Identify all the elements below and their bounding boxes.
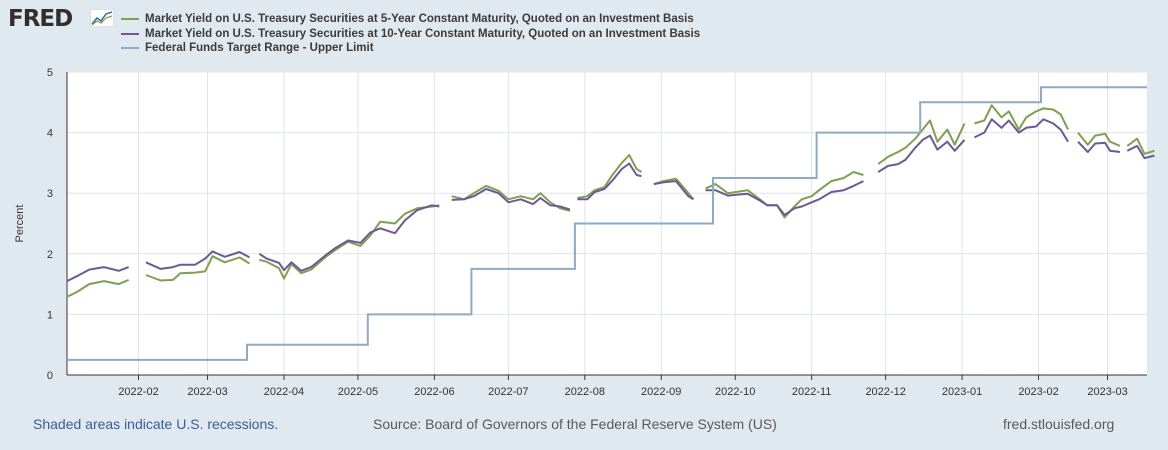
y-tick-label: 2: [47, 249, 53, 261]
x-tick-label: 2022-03: [187, 386, 227, 398]
legend-item-5yr[interactable]: Market Yield on U.S. Treasury Securities…: [121, 12, 700, 27]
y-axis: 0 1 2 3 4 5: [47, 67, 68, 382]
legend-item-fedfunds[interactable]: Federal Funds Target Range - Upper Limit: [121, 41, 700, 56]
x-tick-label: 2022-11: [792, 386, 832, 398]
series-line-segment: [451, 184, 571, 212]
site-link[interactable]: fred.stlouisfed.org: [1003, 416, 1115, 432]
series-line-segment: [259, 204, 440, 280]
y-tick-label: 5: [47, 67, 53, 79]
x-tick-label: 2022-09: [641, 386, 681, 398]
series-line-segment: [258, 204, 440, 272]
series-line-segment: [653, 180, 694, 201]
chart-legend: Market Yield on U.S. Treasury Securities…: [121, 12, 700, 56]
series-line-segment: [974, 104, 1069, 131]
x-tick-label: 2022-06: [414, 386, 454, 398]
x-tick-label: 2022-12: [865, 386, 905, 398]
line-chart[interactable]: 2022-02 2022-03 2022-04 2022-05 2022-06 2022-…: [0, 0, 1168, 410]
series-1[interactable]: [66, 104, 1155, 298]
series-line-segment: [877, 134, 966, 173]
series-line-segment: [973, 118, 1069, 143]
recession-note-link[interactable]: Shaded areas indicate U.S. recessions.: [33, 416, 279, 432]
series-line-segment: [145, 250, 250, 270]
mini-line-chart-icon: [90, 9, 114, 27]
y-tick-label: 3: [47, 188, 53, 200]
series-line-segment: [877, 119, 966, 165]
source-note: Source: Board of Governors of the Federa…: [373, 416, 777, 432]
x-tick-label: 2022-04: [264, 386, 304, 398]
series-line-fedfunds: [67, 86, 1147, 361]
series-line-segment: [1126, 144, 1155, 160]
x-tick-label: 2022-02: [118, 386, 158, 398]
legend-label-fedfunds: Federal Funds Target Range - Upper Limit: [145, 42, 374, 54]
series-line-segment: [66, 278, 129, 298]
y-tick-label: 0: [47, 370, 53, 382]
series-line-segment: [705, 171, 864, 219]
x-tick-label: 2023-01: [942, 386, 982, 398]
x-tick-label: 2022-08: [565, 386, 605, 398]
y-tick-label: 4: [47, 128, 53, 140]
legend-swatch-fedfunds: [121, 47, 139, 49]
series-line-segment: [577, 154, 643, 199]
legend-label-5yr: Market Yield on U.S. Treasury Securities…: [145, 13, 694, 25]
legend-item-10yr[interactable]: Market Yield on U.S. Treasury Securities…: [121, 27, 700, 42]
x-axis: 2022-02 2022-03 2022-04 2022-05 2022-06 2022-…: [67, 374, 1147, 398]
x-tick-label: 2023-03: [1087, 386, 1127, 398]
series-2[interactable]: [66, 118, 1155, 282]
series-line-segment: [705, 180, 864, 216]
x-tick-label: 2022-10: [715, 386, 755, 398]
fred-logo[interactable]: FRED: [8, 6, 73, 32]
series-line-segment: [451, 188, 571, 211]
series-line-segment: [1077, 141, 1121, 153]
legend-swatch-10yr: [121, 32, 139, 35]
x-tick-label: 2022-05: [338, 386, 378, 398]
x-tick-label: 2023-02: [1018, 386, 1058, 398]
legend-label-10yr: Market Yield on U.S. Treasury Securities…: [145, 27, 701, 40]
y-axis-label: Percent: [14, 205, 26, 243]
series-line-segment: [1077, 131, 1121, 147]
series-line-segment: [145, 255, 251, 282]
series-line-segment: [577, 162, 642, 201]
y-tick-label: 1: [47, 309, 53, 321]
x-tick-label: 2022-07: [488, 386, 528, 398]
legend-swatch-5yr: [121, 18, 139, 20]
series-line-segment: [1126, 137, 1155, 155]
series-line-segment: [66, 266, 129, 282]
series-layer: [66, 86, 1155, 361]
series-3[interactable]: [67, 86, 1147, 361]
